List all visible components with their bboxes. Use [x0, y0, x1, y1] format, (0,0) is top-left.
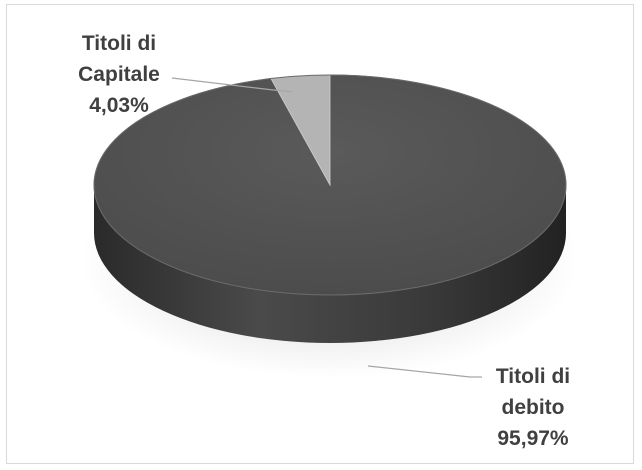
- label-titoli-di-capitale: Titoli di Capitale 4,03%: [78, 32, 160, 117]
- leader-line-capitale: [171, 77, 293, 93]
- label-titoli-di-debito: Titoli di debito 95,97%: [496, 365, 570, 450]
- pie-side-wall: [94, 185, 566, 343]
- leader-line-debito: [367, 365, 482, 378]
- pie-rim: [93, 74, 567, 296]
